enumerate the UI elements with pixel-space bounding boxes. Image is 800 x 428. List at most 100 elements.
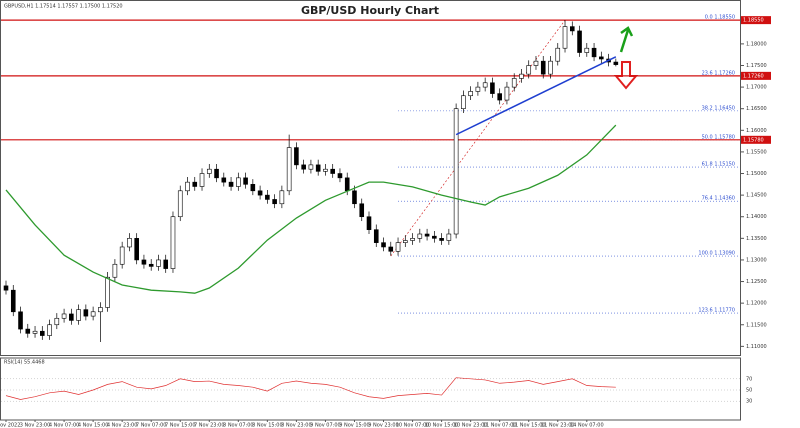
x-tick-label: 11 Nov 23:00 [541,423,575,428]
candle-body [569,26,575,32]
x-tick-label: 9 Nov 15:00 [339,423,370,428]
y-tick-label: 1.17500 [746,63,767,69]
y-tick-label: 1.12500 [746,279,767,285]
candle-body [490,82,495,94]
chart-title: GBP/USD Hourly Chart [301,4,439,17]
x-tick-label: 4 Nov 07:00 [49,423,80,428]
candle-body [439,238,444,241]
y-tick-label: 1.14500 [746,193,767,199]
rsi-tick-label: 70 [746,376,752,382]
level-label: 1.17260 [743,73,764,79]
x-tick-label: 14 Nov 07:00 [570,423,604,428]
x-tick-label: 4 Nov 15:00 [78,423,109,428]
level-label: 1.18550 [743,18,764,24]
candle-body [352,190,357,205]
x-tick-label: 8 Nov 15:00 [252,423,283,428]
candle-body [395,242,401,252]
candle-body [206,168,212,174]
fib-label: 123.6 1.11770 [698,308,735,314]
fib-label: 0.0 1.18550 [705,15,735,21]
candle-body [185,181,190,192]
y-tick-label: 1.11500 [746,322,767,328]
trend-line [455,56,617,136]
rsi-tick-label: 50 [746,388,752,394]
candle-body [577,30,582,53]
candle-body [76,309,81,321]
x-tick-label: 10 Nov 15:00 [425,423,459,428]
fib-label: 23.6 1.17260 [702,70,735,76]
candle-body [330,168,336,174]
candle-body [504,86,510,101]
rsi-line [5,377,616,400]
candle-body [402,240,408,243]
candle-body [591,47,597,58]
candle-body [134,238,139,261]
candle-body [47,324,52,336]
candle-body [468,91,473,97]
candle-body [243,177,248,185]
candle-body [584,47,590,53]
candle-body [18,311,23,330]
candle-body [315,164,321,172]
candle-body [366,216,372,230]
candle-body [199,173,205,187]
candle-body [599,56,604,60]
candle-body [90,311,96,317]
moving-average [5,124,617,294]
fib-label: 61.8 1.15150 [702,162,735,168]
x-tick-label: 3 Nov 2022 [0,423,20,428]
y-tick-label: 1.13500 [746,236,767,242]
candle-body [388,246,394,252]
candle-body [177,190,183,218]
x-tick-label: 11 Nov 15:00 [512,423,546,428]
candle-body [25,328,31,334]
candle-body [83,309,89,317]
y-tick-label: 1.12000 [746,301,767,307]
candle-body [323,168,328,172]
candle-body [61,313,67,319]
candle-body [446,233,452,241]
rsi-label: RSI(14) 55.4468 [4,360,45,366]
level-tag [741,16,771,25]
candle-body [32,330,38,334]
y-tick-label: 1.16500 [746,106,767,112]
candle-body [555,47,561,62]
candle-body [301,164,306,170]
y-tick-label: 1.15500 [746,149,767,155]
candle-body [127,238,132,248]
candle-body [170,216,176,269]
price-pane [0,0,741,356]
x-tick-label: 11 Nov 07:00 [483,423,517,428]
y-tick-label: 1.16000 [746,128,767,134]
candle-body [250,184,256,192]
fib-label: 50.0 1.15780 [702,134,735,140]
candle-body [526,65,532,75]
candle-body [540,60,546,75]
candle-body [279,190,285,205]
x-tick-label: 7 Nov 23:00 [194,423,225,428]
candle-body [344,177,350,192]
candle-body [148,263,154,267]
rsi-tick-label: 30 [746,399,752,405]
candle-body [286,147,292,192]
candle-body [432,235,437,239]
candle-body [257,190,263,196]
candle-body [39,330,45,336]
candle-body [308,164,314,170]
candle-body [373,229,379,243]
candle-body [119,246,125,265]
candle-body [192,181,198,187]
rsi-pane [0,357,741,421]
candle-body [163,259,169,269]
candle-body [3,285,9,291]
fib-label: 38.2 1.16450 [702,105,735,111]
candle-body [424,233,430,237]
candle-body [98,307,103,313]
candle-body [562,26,568,49]
x-tick-label: 7 Nov 15:00 [165,423,196,428]
up-arrow [619,26,634,53]
x-tick-label: 10 Nov 23:00 [454,423,488,428]
candle-body [221,177,227,183]
info-text: GBPUSD,H1 1.17514 1.17557 1.17500 1.1752… [4,4,123,10]
level-label: 1.15780 [743,137,764,143]
